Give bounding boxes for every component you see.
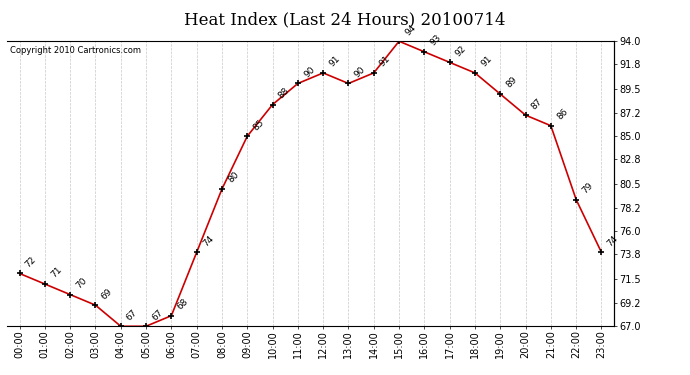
- Text: 71: 71: [49, 266, 63, 280]
- Text: 89: 89: [504, 75, 519, 90]
- Text: 87: 87: [530, 96, 544, 111]
- Text: 92: 92: [454, 44, 469, 58]
- Text: 67: 67: [125, 308, 139, 322]
- Text: 86: 86: [555, 107, 569, 122]
- Text: 88: 88: [277, 86, 291, 100]
- Text: 91: 91: [378, 54, 393, 69]
- Text: 91: 91: [327, 54, 342, 69]
- Text: 74: 74: [201, 234, 215, 248]
- Text: 74: 74: [606, 234, 620, 248]
- Text: 70: 70: [75, 276, 89, 290]
- Text: 94: 94: [403, 22, 417, 37]
- Text: 68: 68: [175, 297, 190, 312]
- Text: 90: 90: [302, 65, 317, 79]
- Text: 69: 69: [99, 286, 114, 301]
- Text: Copyright 2010 Cartronics.com: Copyright 2010 Cartronics.com: [10, 45, 141, 54]
- Text: 80: 80: [226, 170, 241, 185]
- Text: Heat Index (Last 24 Hours) 20100714: Heat Index (Last 24 Hours) 20100714: [184, 11, 506, 28]
- Text: 90: 90: [353, 65, 367, 79]
- Text: 93: 93: [428, 33, 443, 48]
- Text: 85: 85: [251, 118, 266, 132]
- Text: 79: 79: [580, 181, 595, 195]
- Text: 72: 72: [23, 255, 38, 269]
- Text: 91: 91: [479, 54, 493, 69]
- Text: 67: 67: [150, 308, 165, 322]
